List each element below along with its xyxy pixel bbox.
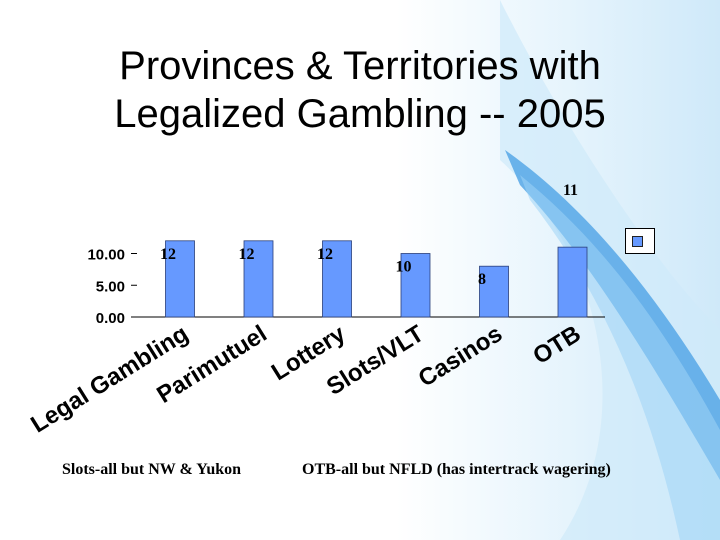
bar bbox=[322, 240, 352, 318]
y-tick-label: 0.00 bbox=[96, 310, 125, 327]
bar bbox=[165, 240, 195, 318]
bars bbox=[165, 240, 588, 318]
note-slots: Slots-all but NW & Yukon bbox=[62, 461, 242, 478]
data-label: 11 bbox=[563, 182, 578, 199]
y-tick-label: 5.00 bbox=[96, 278, 125, 295]
data-label: 10 bbox=[396, 259, 412, 276]
x-axis-categories: Legal GamblingParimutuelLotterySlots/VLT… bbox=[26, 320, 585, 439]
bar bbox=[243, 240, 274, 318]
x-category-label: Casinos bbox=[414, 320, 507, 392]
data-label: 8 bbox=[478, 271, 486, 288]
y-tick-label: 10.00 bbox=[87, 247, 125, 264]
x-category-label: OTB bbox=[528, 320, 585, 370]
title-line-1: Provinces & Territories with bbox=[119, 44, 601, 88]
data-labels: 12 12 12 10 8 11 bbox=[160, 182, 578, 288]
y-axis: 0.00 5.00 10.00 bbox=[87, 247, 605, 327]
bar bbox=[400, 253, 431, 318]
legend-swatch bbox=[632, 236, 643, 247]
data-label: 12 bbox=[317, 246, 333, 263]
bar bbox=[557, 246, 588, 318]
slide-title: Provinces & Territories with Legalized G… bbox=[20, 42, 700, 138]
data-label: 12 bbox=[239, 246, 255, 263]
data-label: 12 bbox=[160, 246, 176, 263]
title-line-2: Legalized Gambling -- 2005 bbox=[114, 92, 606, 136]
note-otb: OTB-all but NFLD (has intertrack wagerin… bbox=[302, 461, 611, 478]
bar bbox=[479, 265, 509, 318]
